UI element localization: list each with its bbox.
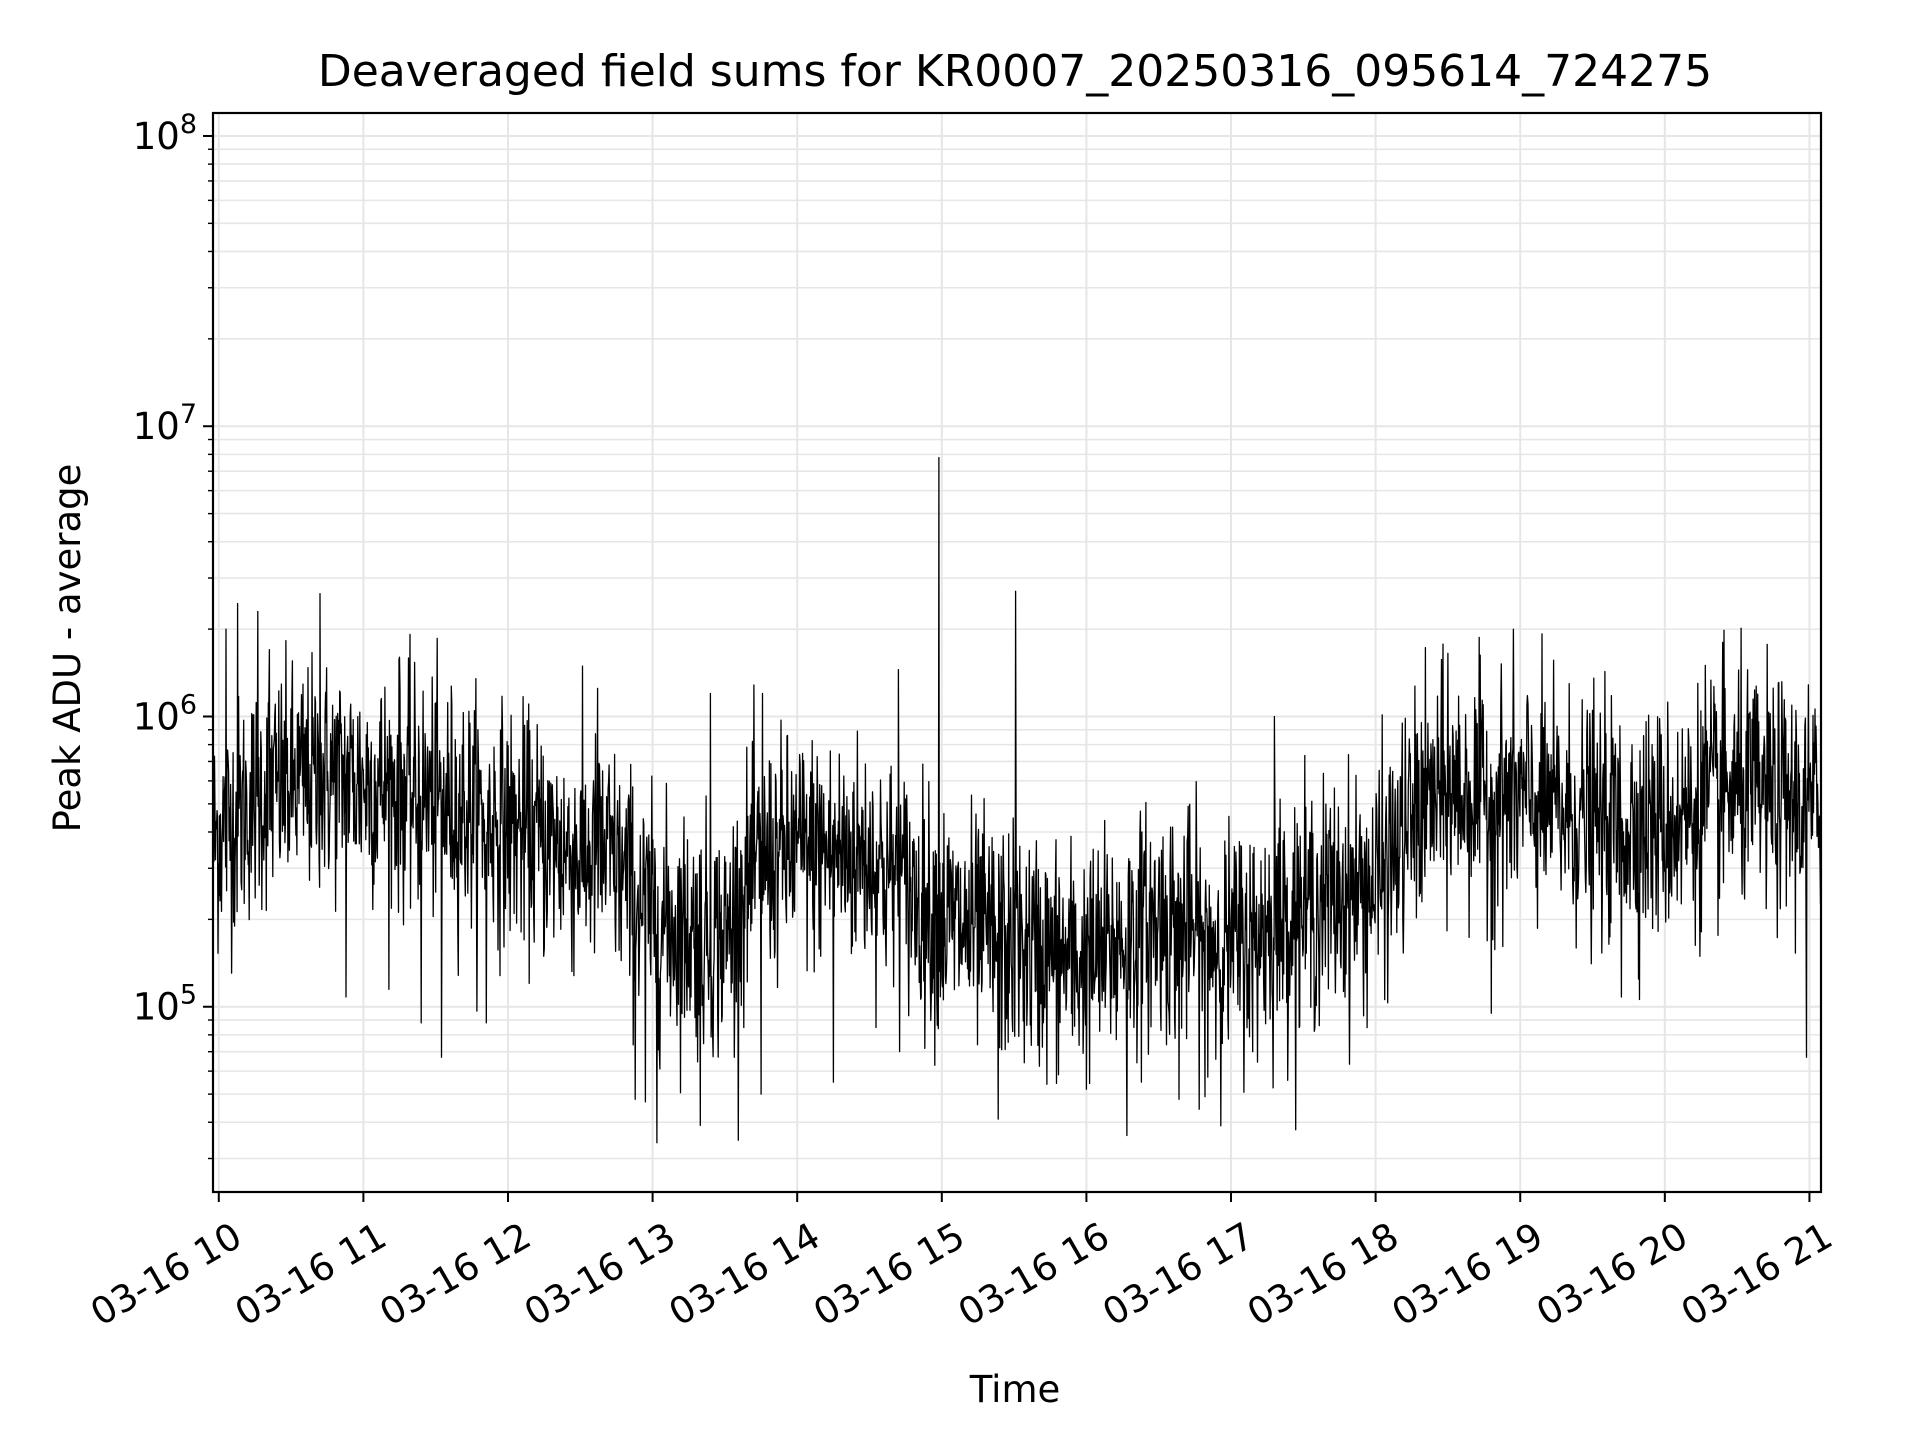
y-tick-label: 107 [133,399,197,448]
x-axis-label: Time [969,1368,1061,1411]
y-tick-label: 105 [133,980,197,1029]
y-axis: 105 106 107 108 [133,109,213,1160]
y-tick-label: 106 [133,689,197,738]
y-axis-label: Peak ADU - average [46,464,89,833]
y-tick-label: 108 [133,109,197,158]
plot-frame [211,111,1823,1194]
series-line [212,456,1822,1144]
series [212,456,1822,1144]
chart-title: Deaveraged field sums for KR0007_2025031… [318,46,1712,97]
